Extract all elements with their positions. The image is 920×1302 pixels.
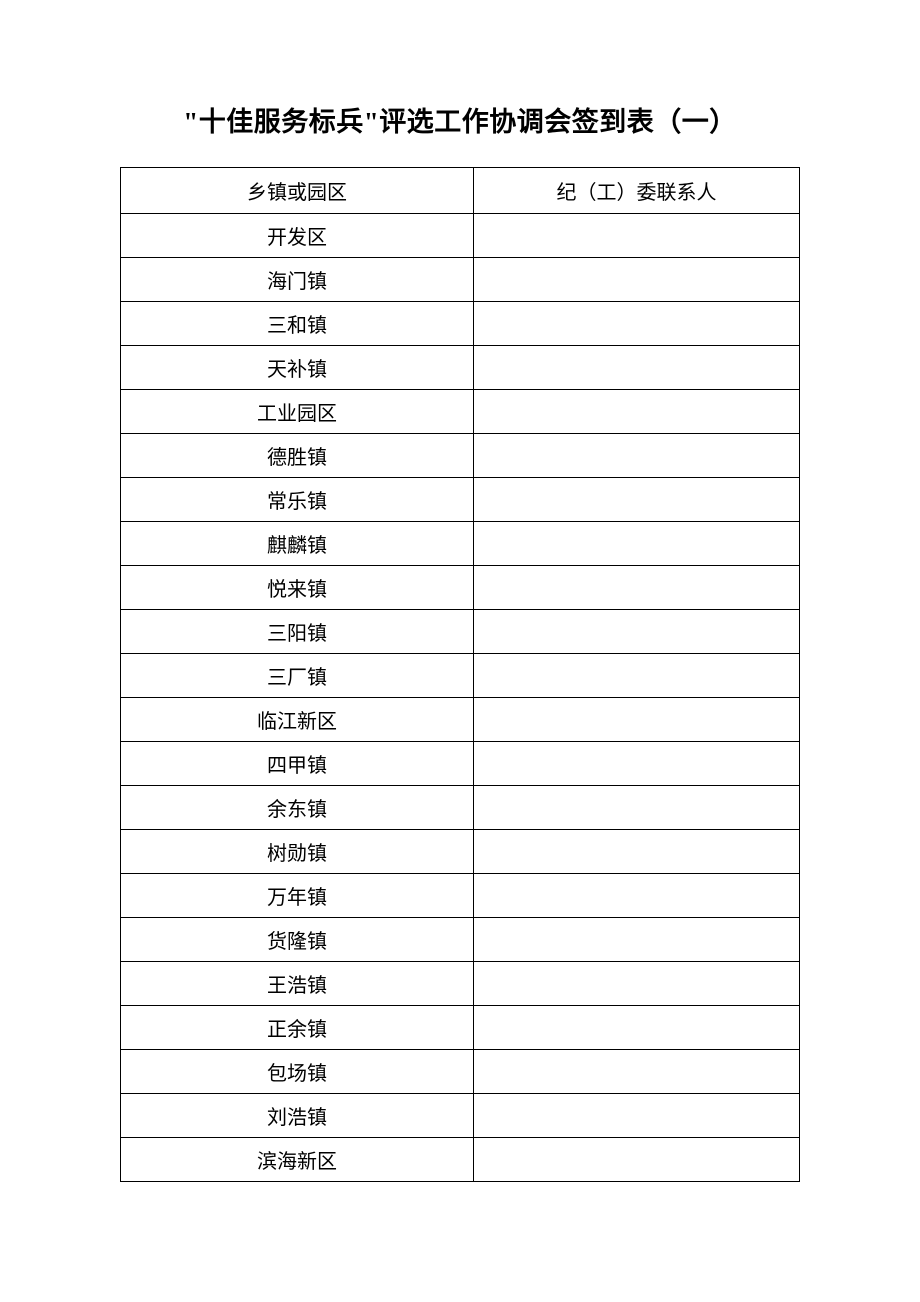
cell-contact xyxy=(474,302,800,346)
column-header-region: 乡镇或园区 xyxy=(121,168,474,214)
table-row: 德胜镇 xyxy=(121,434,800,478)
cell-contact xyxy=(474,258,800,302)
cell-region: 临江新区 xyxy=(121,698,474,742)
cell-contact xyxy=(474,478,800,522)
cell-region: 开发区 xyxy=(121,214,474,258)
cell-contact xyxy=(474,610,800,654)
cell-region: 树勋镇 xyxy=(121,830,474,874)
table-row: 滨海新区 xyxy=(121,1138,800,1182)
table-body: 开发区 海门镇 三和镇 天补镇 工业园区 德胜镇 常乐镇 麒麟镇 xyxy=(121,214,800,1182)
table-row: 万年镇 xyxy=(121,874,800,918)
cell-contact xyxy=(474,1006,800,1050)
table-row: 王浩镇 xyxy=(121,962,800,1006)
cell-contact xyxy=(474,874,800,918)
signin-table: 乡镇或园区 纪（工）委联系人 开发区 海门镇 三和镇 天补镇 工业园区 德胜镇 xyxy=(120,167,800,1182)
table-row: 临江新区 xyxy=(121,698,800,742)
cell-region: 三厂镇 xyxy=(121,654,474,698)
cell-region: 正余镇 xyxy=(121,1006,474,1050)
cell-region: 天补镇 xyxy=(121,346,474,390)
cell-region: 包场镇 xyxy=(121,1050,474,1094)
cell-region: 工业园区 xyxy=(121,390,474,434)
table-row: 三阳镇 xyxy=(121,610,800,654)
table-header-row: 乡镇或园区 纪（工）委联系人 xyxy=(121,168,800,214)
cell-region: 三和镇 xyxy=(121,302,474,346)
cell-contact xyxy=(474,830,800,874)
cell-contact xyxy=(474,742,800,786)
table-row: 刘浩镇 xyxy=(121,1094,800,1138)
table-row: 树勋镇 xyxy=(121,830,800,874)
cell-region: 货隆镇 xyxy=(121,918,474,962)
table-row: 工业园区 xyxy=(121,390,800,434)
table-row: 货隆镇 xyxy=(121,918,800,962)
table-row: 海门镇 xyxy=(121,258,800,302)
table-row: 悦来镇 xyxy=(121,566,800,610)
cell-region: 滨海新区 xyxy=(121,1138,474,1182)
cell-region: 万年镇 xyxy=(121,874,474,918)
cell-region: 海门镇 xyxy=(121,258,474,302)
table-row: 四甲镇 xyxy=(121,742,800,786)
cell-region: 常乐镇 xyxy=(121,478,474,522)
cell-region: 麒麟镇 xyxy=(121,522,474,566)
table-row: 正余镇 xyxy=(121,1006,800,1050)
table-row: 开发区 xyxy=(121,214,800,258)
cell-region: 德胜镇 xyxy=(121,434,474,478)
column-header-contact: 纪（工）委联系人 xyxy=(474,168,800,214)
cell-region: 四甲镇 xyxy=(121,742,474,786)
cell-region: 刘浩镇 xyxy=(121,1094,474,1138)
table-row: 包场镇 xyxy=(121,1050,800,1094)
cell-contact xyxy=(474,1094,800,1138)
table-row: 余东镇 xyxy=(121,786,800,830)
table-row: 三和镇 xyxy=(121,302,800,346)
cell-contact xyxy=(474,654,800,698)
table-row: 麒麟镇 xyxy=(121,522,800,566)
cell-contact xyxy=(474,434,800,478)
cell-contact xyxy=(474,918,800,962)
cell-contact xyxy=(474,390,800,434)
cell-region: 王浩镇 xyxy=(121,962,474,1006)
cell-contact xyxy=(474,566,800,610)
cell-region: 悦来镇 xyxy=(121,566,474,610)
table-row: 常乐镇 xyxy=(121,478,800,522)
cell-contact xyxy=(474,1050,800,1094)
cell-contact xyxy=(474,1138,800,1182)
page-title: "十佳服务标兵"评选工作协调会签到表（一） xyxy=(120,100,800,139)
cell-contact xyxy=(474,962,800,1006)
cell-contact xyxy=(474,786,800,830)
cell-contact xyxy=(474,346,800,390)
cell-contact xyxy=(474,214,800,258)
cell-contact xyxy=(474,522,800,566)
table-row: 天补镇 xyxy=(121,346,800,390)
cell-region: 余东镇 xyxy=(121,786,474,830)
table-row: 三厂镇 xyxy=(121,654,800,698)
cell-contact xyxy=(474,698,800,742)
cell-region: 三阳镇 xyxy=(121,610,474,654)
